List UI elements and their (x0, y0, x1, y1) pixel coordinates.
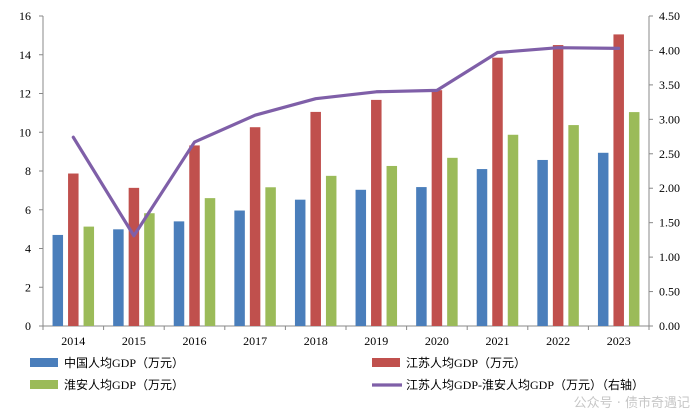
y-tick-label: 4 (25, 242, 31, 256)
bar (294, 199, 306, 326)
bar (628, 112, 640, 326)
bar (68, 173, 79, 326)
y-tick-label: 10 (19, 125, 31, 139)
x-tick-label: 2019 (364, 334, 388, 348)
watermark: 公众号 · 债市奇遇记 (573, 396, 690, 411)
y-tick-label: 0 (25, 319, 31, 333)
y2-tick-label: 4.00 (659, 43, 680, 57)
bar (507, 134, 519, 326)
y2-tick-label: 2.00 (659, 181, 680, 195)
y-tick-label: 2 (25, 280, 31, 294)
bar (386, 165, 398, 326)
legend-swatch (372, 358, 400, 367)
x-tick-label: 2016 (183, 334, 207, 348)
bar (144, 213, 155, 326)
bar (552, 45, 564, 326)
legend-label: 淮安人均GDP（万元） (64, 377, 184, 392)
x-tick-label: 2018 (304, 334, 328, 348)
bar (128, 187, 140, 326)
y2-tick-label: 3.00 (659, 112, 680, 126)
bar (597, 152, 609, 326)
bar (447, 157, 458, 326)
bar (431, 90, 443, 326)
y2-tick-label: 2.50 (659, 147, 680, 161)
x-tick-label: 2020 (425, 334, 449, 348)
legend: 中国人均GDP（万元） 江苏人均GDP（万元） 淮安人均GDP（万元） 江苏人均GDP… (30, 355, 644, 392)
line-series (71, 46, 621, 238)
bar (537, 159, 548, 326)
bar (113, 229, 124, 326)
bar (204, 198, 216, 326)
bars (52, 34, 640, 327)
y2-tick-label: 1.50 (659, 216, 680, 230)
y-tick-label: 14 (19, 48, 31, 62)
y2-tick-label: 1.00 (659, 250, 680, 264)
bar (249, 127, 261, 327)
legend-label: 中国人均GDP（万元） (64, 355, 184, 370)
y2-tick-label: 4.50 (659, 9, 680, 23)
x-tick-label: 2017 (243, 334, 267, 348)
bar (52, 234, 64, 326)
legend-swatch (30, 380, 58, 389)
y2-tick-label: 3.50 (659, 78, 680, 92)
bar (371, 99, 382, 326)
line-series-path (71, 46, 621, 238)
y-tick-label: 6 (25, 203, 31, 217)
legend-label: 江苏人均GDP-淮安人均GDP（万元）（右轴） (406, 377, 644, 392)
bar (310, 111, 321, 326)
bar (265, 187, 276, 326)
bar (83, 226, 95, 326)
bar (568, 125, 579, 326)
bar (613, 34, 624, 326)
x-tick-label: 2021 (486, 334, 510, 348)
y2-tick-label: 0.50 (659, 285, 680, 299)
y2-tick-label: 0.00 (659, 319, 680, 333)
x-tick-label: 2015 (122, 334, 146, 348)
bar (476, 169, 488, 326)
bar (234, 210, 245, 326)
x-tick-label: 2022 (546, 334, 570, 348)
y-tick-label: 12 (19, 87, 31, 101)
bar (189, 145, 200, 326)
legend-swatch (30, 358, 58, 367)
bar (325, 175, 337, 326)
x-tick-label: 2023 (607, 334, 631, 348)
bar (173, 221, 185, 326)
bar (355, 189, 367, 326)
bar (492, 57, 503, 326)
y-tick-label: 8 (25, 164, 31, 178)
y-tick-label: 16 (19, 9, 31, 23)
x-tick-label: 2014 (61, 334, 85, 348)
legend-label: 江苏人均GDP（万元） (406, 356, 526, 370)
bar (416, 187, 427, 326)
axes: 0 2 4 6 8 10 12 14 16 0.00 0.50 1.00 1.50 2.00 2.50 3.0… (19, 9, 680, 348)
